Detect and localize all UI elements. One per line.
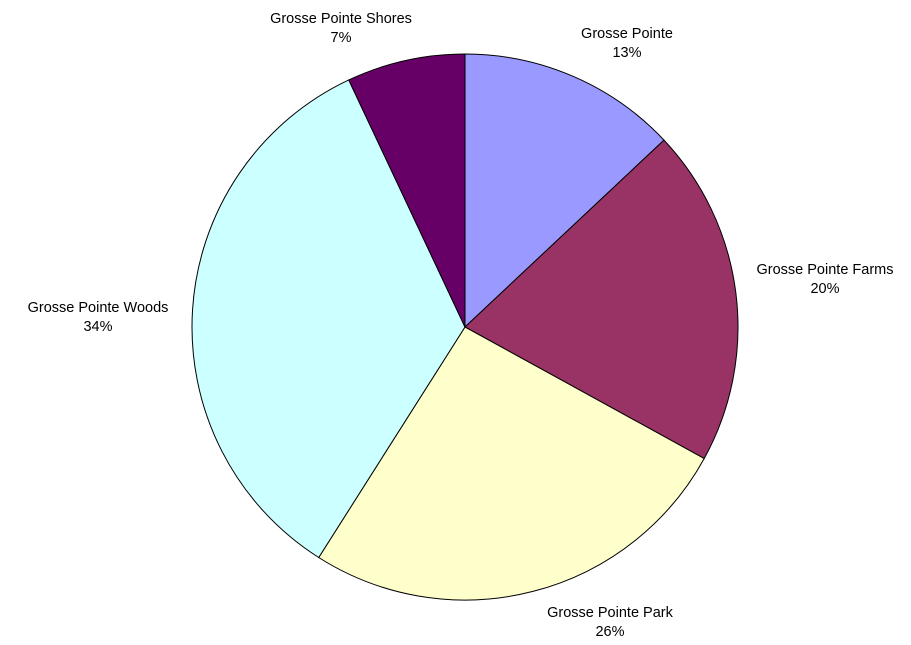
pie-labels: Grosse Pointe 13%Grosse Pointe Farms 20%Gr… [28,11,894,640]
pie-label-percent: 7% [331,30,352,46]
pie-label-grosse-pointe-shores: Grosse Pointe Shores 7% [270,11,412,46]
pie-slice-grosse-pointe [464,53,665,329]
pie-slice-grosse-pointe-shores [348,53,466,328]
pie-slice-grosse-pointe-park [318,326,705,601]
pie-label-percent: 13% [612,45,641,61]
pie-label-grosse-pointe-farms: Grosse Pointe Farms 20% [757,262,894,297]
pie-label-name: Grosse Pointe [581,26,673,42]
pie-label-grosse-pointe: Grosse Pointe 13% [581,26,673,61]
pie-slices [191,53,739,601]
pie-label-name: Grosse Pointe Shores [270,11,412,27]
pie-label-percent: 26% [595,624,624,640]
pie-label-percent: 34% [83,319,112,335]
pie-label-name: Grosse Pointe Farms [757,262,894,278]
pie-label-name: Grosse Pointe Park [547,605,673,621]
pie-label-grosse-pointe-park: Grosse Pointe Park 26% [547,605,673,640]
pie-label-name: Grosse Pointe Woods [28,300,169,316]
pie-slice-grosse-pointe-farms [464,139,739,460]
pie-slice-grosse-pointe-woods [191,79,466,559]
pie-label-grosse-pointe-woods: Grosse Pointe Woods 34% [28,300,169,335]
pie-label-percent: 20% [810,281,839,297]
